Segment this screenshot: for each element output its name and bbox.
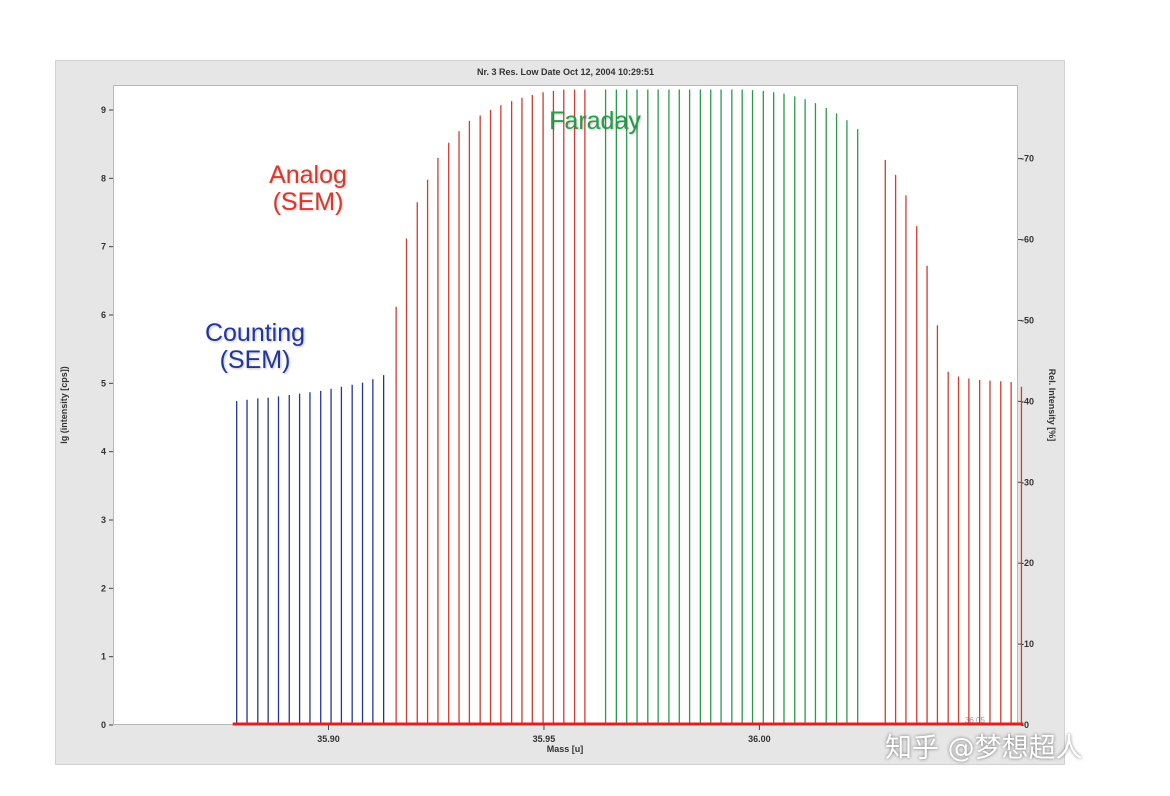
y-tick-label-right: -70 xyxy=(1021,154,1034,164)
x-tick-label: 35.90 xyxy=(317,734,340,744)
y-tick-label-left: 1 xyxy=(101,652,106,662)
y-tick-label-left: 7 xyxy=(101,242,106,252)
annotation-counting-sem: Counting (SEM) xyxy=(190,320,320,374)
y-tick-label-left: 4 xyxy=(101,447,106,457)
y-tick-label-right: -50 xyxy=(1021,315,1034,325)
y-tick-label-right: -0 xyxy=(1021,720,1029,730)
y-tick-label-left: 0 xyxy=(101,720,106,730)
y-tick-label-right: -30 xyxy=(1021,477,1034,487)
plot-area xyxy=(113,85,1018,725)
y-tick-label-left: 5 xyxy=(101,378,106,388)
x-tick-label: 35.95 xyxy=(533,734,556,744)
y-tick-label-right: -10 xyxy=(1021,639,1034,649)
x-tick-label-extra: 36.05 xyxy=(965,716,986,725)
annotation-counting-line2: (SEM) xyxy=(219,346,291,374)
annotation-faraday: Faraday xyxy=(549,107,641,135)
y-tick-label-right: -40 xyxy=(1021,396,1034,406)
annotation-analog-line1: Analog xyxy=(269,161,347,189)
annotation-analog-sem: Analog (SEM) xyxy=(248,162,368,216)
chart-title: Nr. 3 Res. Low Date Oct 12, 2004 10:29:5… xyxy=(476,67,655,77)
watermark: 知乎 @梦想超人 xyxy=(885,733,1083,764)
annotation-counting-line1: Counting xyxy=(204,319,306,347)
x-tick-label: 36.00 xyxy=(748,734,771,744)
y-tick-label-right: -60 xyxy=(1021,235,1034,245)
y-tick-label-left: 9 xyxy=(101,105,106,115)
y-tick-label-left: 6 xyxy=(101,310,106,320)
y-tick-label-left: 2 xyxy=(101,583,106,593)
y-tick-label-right: -20 xyxy=(1021,558,1034,568)
annotation-analog-line2: (SEM) xyxy=(272,188,344,216)
y-tick-label-left: 3 xyxy=(101,515,106,525)
y-tick-label-left: 8 xyxy=(101,173,106,183)
x-axis-label: Mass [u] xyxy=(546,744,584,754)
